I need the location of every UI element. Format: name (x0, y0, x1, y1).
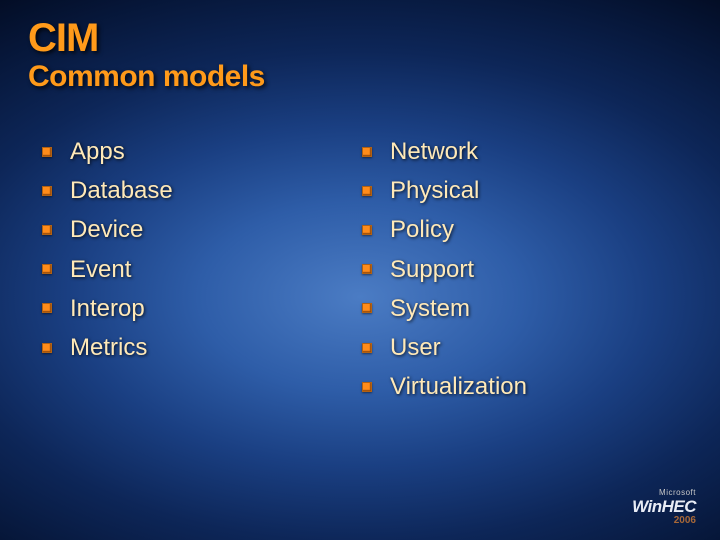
item-text: Physical (390, 175, 479, 206)
bullet-icon (42, 303, 52, 313)
bullet-icon (42, 343, 52, 353)
bullet-icon (362, 147, 372, 157)
list-item: Database (42, 175, 342, 206)
list-item: Network (362, 136, 527, 167)
item-text: User (390, 332, 441, 363)
item-text: Event (70, 254, 131, 285)
content-columns: Apps Database Device Event Interop Metri… (28, 136, 692, 410)
list-item: Virtualization (362, 371, 527, 402)
logo-name: WinHEC (632, 498, 696, 515)
bullet-icon (42, 264, 52, 274)
item-text: System (390, 293, 470, 324)
list-item: Interop (42, 293, 342, 324)
list-item: Policy (362, 214, 527, 245)
list-item: System (362, 293, 527, 324)
list-item: Metrics (42, 332, 342, 363)
bullet-icon (362, 303, 372, 313)
bullet-icon (362, 186, 372, 196)
list-item: User (362, 332, 527, 363)
bullet-icon (42, 147, 52, 157)
logo-brand: Microsoft (632, 489, 696, 497)
slide-title: CIM (28, 18, 692, 58)
bullet-icon (362, 225, 372, 235)
list-item: Event (42, 254, 342, 285)
list-item: Physical (362, 175, 527, 206)
item-text: Interop (70, 293, 145, 324)
right-column: Network Physical Policy Support System U… (362, 136, 527, 410)
bullet-icon (362, 343, 372, 353)
item-text: Support (390, 254, 474, 285)
item-text: Database (70, 175, 173, 206)
bullet-icon (362, 264, 372, 274)
slide-subtitle: Common models (28, 60, 692, 94)
item-text: Policy (390, 214, 454, 245)
item-text: Metrics (70, 332, 147, 363)
bullet-icon (42, 186, 52, 196)
item-text: Device (70, 214, 143, 245)
conference-logo: Microsoft WinHEC 2006 (632, 489, 696, 526)
item-text: Network (390, 136, 478, 167)
list-item: Support (362, 254, 527, 285)
list-item: Apps (42, 136, 342, 167)
bullet-icon (42, 225, 52, 235)
left-column: Apps Database Device Event Interop Metri… (42, 136, 342, 410)
item-text: Apps (70, 136, 125, 167)
bullet-icon (362, 382, 372, 392)
item-text: Virtualization (390, 371, 527, 402)
logo-year: 2006 (632, 516, 696, 526)
list-item: Device (42, 214, 342, 245)
slide: CIM Common models Apps Database Device E… (0, 0, 720, 540)
